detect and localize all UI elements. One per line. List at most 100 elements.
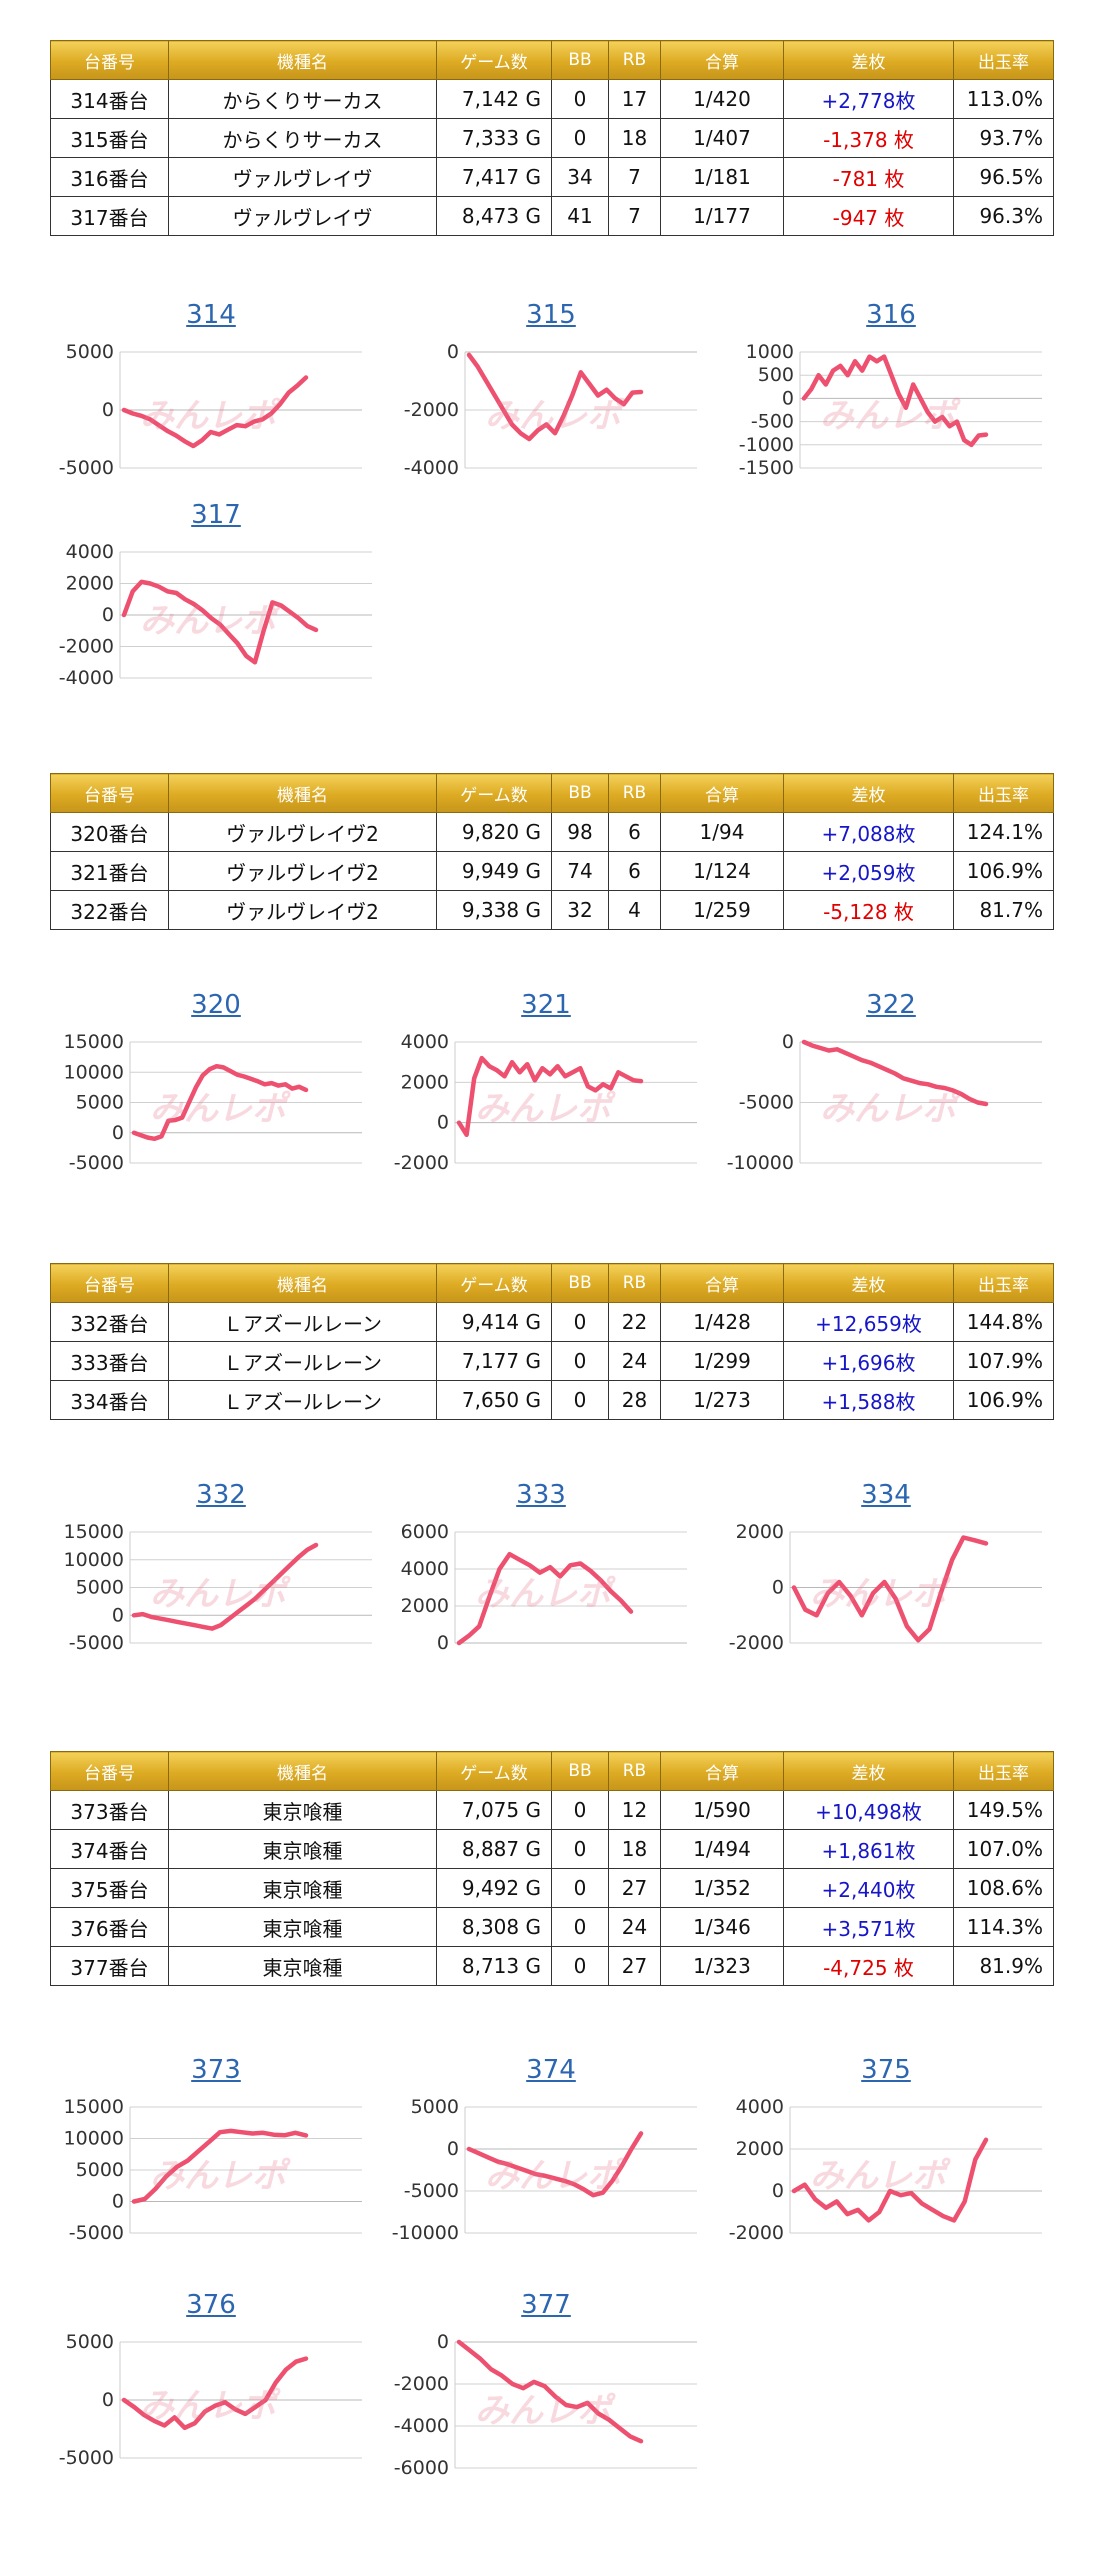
chart-title[interactable]: 333 — [516, 1480, 566, 1510]
cell-diff: +1,861枚 — [783, 1829, 954, 1869]
cell-diff: -4,725 枚 — [783, 1946, 954, 1986]
column-header: 台番号 — [50, 1751, 169, 1791]
chart-title[interactable]: 375 — [861, 2055, 911, 2085]
series-line — [801, 354, 989, 448]
y-tick-label: -4000 — [59, 667, 114, 689]
chart-title[interactable]: 320 — [191, 990, 241, 1020]
column-header: 出玉率 — [953, 773, 1054, 813]
chart-plot: 0 -2000 -4000 -6000 — [394, 2331, 697, 2479]
cell-bb: 0 — [551, 79, 609, 119]
y-tick-label: 0 — [102, 2389, 114, 2411]
line-chart-315: 315 0 -2000 -4000 みんレポ — [395, 300, 705, 490]
line-chart-322: 322 0 -5000 -10000 みんレポ — [720, 990, 1050, 1185]
cell-combined: 1/352 — [660, 1868, 784, 1908]
column-header: BB — [551, 40, 609, 80]
cell-rb: 28 — [608, 1380, 661, 1420]
y-tick-label: -5000 — [404, 2180, 459, 2202]
cell-bb: 0 — [551, 1868, 609, 1908]
y-tick-label: 5000 — [76, 2159, 124, 2181]
cell-combined: 1/420 — [660, 79, 784, 119]
column-header: BB — [551, 1751, 609, 1791]
y-tick-label: -2000 — [729, 1632, 784, 1654]
cell-rate: 93.7% — [953, 118, 1054, 158]
series-line — [121, 579, 319, 665]
column-header: ゲーム数 — [436, 40, 552, 80]
series-line — [121, 2356, 309, 2431]
cell-games: 7,333 G — [436, 118, 552, 158]
series-line — [791, 2137, 989, 2223]
line-chart-321: 321 4000 2000 0 -2000 みんレポ — [385, 990, 705, 1185]
watermark-logo: みんレポ — [140, 601, 276, 641]
cell-num: 332番台 — [50, 1302, 169, 1342]
y-tick-label: 10000 — [64, 1549, 124, 1571]
chart-title[interactable]: 332 — [196, 1480, 246, 1510]
y-tick-label: 0 — [447, 2138, 459, 2160]
chart-title[interactable]: 322 — [866, 990, 916, 1020]
cell-machine: ヴァルヴレイヴ — [168, 196, 437, 236]
y-tick-label: 0 — [782, 1031, 794, 1053]
y-tick-label: -10000 — [392, 2222, 459, 2244]
cell-rate: 124.1% — [953, 812, 1054, 852]
chart-title[interactable]: 373 — [191, 2055, 241, 2085]
cell-rate: 107.0% — [953, 1829, 1054, 1869]
chart-title[interactable]: 316 — [866, 300, 916, 330]
y-tick-label: 6000 — [401, 1521, 449, 1543]
cell-rb: 4 — [608, 890, 661, 930]
table-header-row: 台番号 機種名 ゲーム数 BB RB 合算 差枚 出玉率 — [50, 40, 1054, 80]
column-header: 機種名 — [168, 1263, 437, 1303]
line-chart-332: 332 15000 10000 5000 0 -5000 みんレポ — [50, 1480, 380, 1665]
cell-rate: 106.9% — [953, 851, 1054, 891]
y-tick-label: 2000 — [401, 1595, 449, 1617]
line-chart-376: 376 5000 0 -5000 みんレポ — [50, 2290, 370, 2480]
chart-title[interactable]: 374 — [526, 2055, 576, 2085]
cell-diff: +10,498枚 — [783, 1790, 954, 1830]
column-header: 合算 — [660, 773, 784, 813]
chart-plot: 2000 0 -2000 — [729, 1521, 1042, 1654]
y-tick-label: -1500 — [739, 457, 794, 479]
cell-machine: ヴァルヴレイヴ — [168, 157, 437, 197]
cell-rate: 96.5% — [953, 157, 1054, 197]
cell-games: 7,417 G — [436, 157, 552, 197]
table-row: 322番台 ヴァルヴレイヴ2 9,338 G 32 4 1/259 -5,128 枚 81.7… — [50, 890, 1054, 930]
chart-plot: 0 -5000 -10000 — [727, 1031, 1042, 1174]
chart-title[interactable]: 376 — [186, 2290, 236, 2320]
watermark-logo: みんレポ — [820, 1088, 956, 1129]
cell-games: 8,473 G — [436, 196, 552, 236]
cell-diff: -947 枚 — [783, 196, 954, 236]
chart-title[interactable]: 315 — [526, 300, 576, 330]
cell-num: 317番台 — [50, 196, 169, 236]
cell-combined: 1/346 — [660, 1907, 784, 1947]
cell-rate: 81.7% — [953, 890, 1054, 930]
cell-machine: Ｌアズールレーン — [168, 1302, 437, 1342]
column-header: BB — [551, 773, 609, 813]
series-line — [121, 375, 309, 449]
y-tick-label: 10000 — [64, 2128, 124, 2150]
watermark-logo: みんレポ — [810, 2156, 946, 2196]
y-tick-label: 1000 — [746, 341, 794, 363]
table-row: 374番台 東京喰種 8,887 G 0 18 1/494 +1,861枚 107.0% — [50, 1829, 1054, 1869]
column-header: ゲーム数 — [436, 1751, 552, 1791]
chart-title[interactable]: 321 — [521, 990, 571, 1020]
cell-rb: 27 — [608, 1868, 661, 1908]
cell-rb: 18 — [608, 1829, 661, 1869]
y-tick-label: -5000 — [69, 1632, 124, 1654]
series-line — [131, 2128, 309, 2204]
y-tick-label: 0 — [437, 2331, 449, 2353]
chart-title[interactable]: 314 — [186, 300, 236, 330]
chart-plot: 4000 2000 0 -2000 -4000 — [59, 541, 372, 689]
cell-diff: +7,088枚 — [783, 812, 954, 852]
column-header: RB — [608, 40, 661, 80]
chart-title[interactable]: 377 — [521, 2290, 571, 2320]
table-row: 321番台 ヴァルヴレイヴ2 9,949 G 74 6 1/124 +2,059枚 106.9… — [50, 851, 1054, 891]
cell-bb: 0 — [551, 1907, 609, 1947]
chart-title[interactable]: 317 — [191, 500, 241, 530]
y-tick-label: 0 — [772, 2180, 784, 2202]
cell-games: 9,492 G — [436, 1868, 552, 1908]
y-tick-label: 2000 — [736, 2138, 784, 2160]
y-tick-label: -500 — [751, 411, 794, 433]
column-header: ゲーム数 — [436, 773, 552, 813]
chart-plot: 5000 0 -5000 — [59, 2331, 362, 2469]
y-tick-label: -5000 — [69, 2222, 124, 2244]
cell-num: 375番台 — [50, 1868, 169, 1908]
chart-title[interactable]: 334 — [861, 1480, 911, 1510]
